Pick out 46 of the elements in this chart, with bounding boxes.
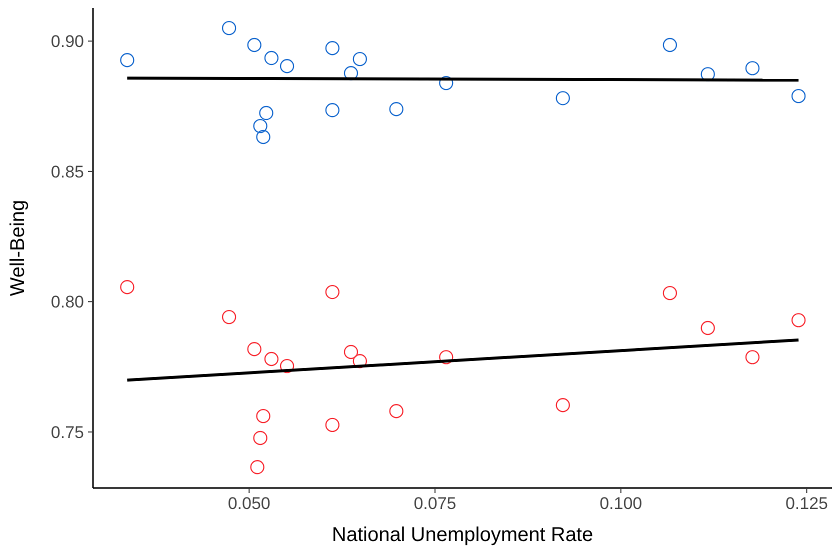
point (556, 398, 570, 412)
point (745, 61, 760, 76)
point (662, 286, 678, 300)
point (791, 88, 806, 104)
point (791, 313, 806, 328)
point (280, 59, 294, 74)
point (256, 408, 270, 424)
point (222, 310, 236, 324)
point (253, 118, 268, 134)
y-tick-label: 0.90 (50, 32, 84, 52)
point (247, 38, 262, 52)
x-tick-label: 0.125 (785, 494, 828, 513)
x-tick-label: 0.075 (414, 494, 456, 513)
point (264, 50, 279, 66)
point (556, 91, 570, 106)
y-tick-label: 0.85 (50, 162, 84, 182)
point (389, 102, 404, 116)
point (700, 320, 715, 336)
point (325, 284, 340, 300)
point (662, 38, 678, 52)
point (247, 342, 262, 356)
point (352, 354, 367, 368)
point (325, 103, 340, 118)
point (325, 418, 340, 432)
x-tick-label: 0.100 (600, 494, 642, 513)
point (439, 76, 454, 90)
point (745, 350, 760, 364)
point (120, 53, 134, 68)
y-tick-label: 0.75 (50, 422, 84, 442)
point (259, 106, 274, 120)
y-axis-title: Well-Being (7, 200, 29, 296)
point (389, 404, 404, 418)
point (325, 41, 340, 56)
point (344, 344, 358, 360)
point (250, 460, 264, 474)
point (120, 280, 134, 294)
point (264, 352, 279, 366)
point (256, 130, 270, 144)
point (439, 350, 454, 364)
point (352, 52, 367, 66)
x-tick-label: 0.050 (228, 494, 270, 513)
point (222, 20, 236, 36)
y-tick-label: 0.80 (50, 292, 84, 312)
x-axis-title: National Unemployment Rate (332, 524, 594, 546)
point (253, 430, 268, 446)
point (280, 358, 294, 374)
